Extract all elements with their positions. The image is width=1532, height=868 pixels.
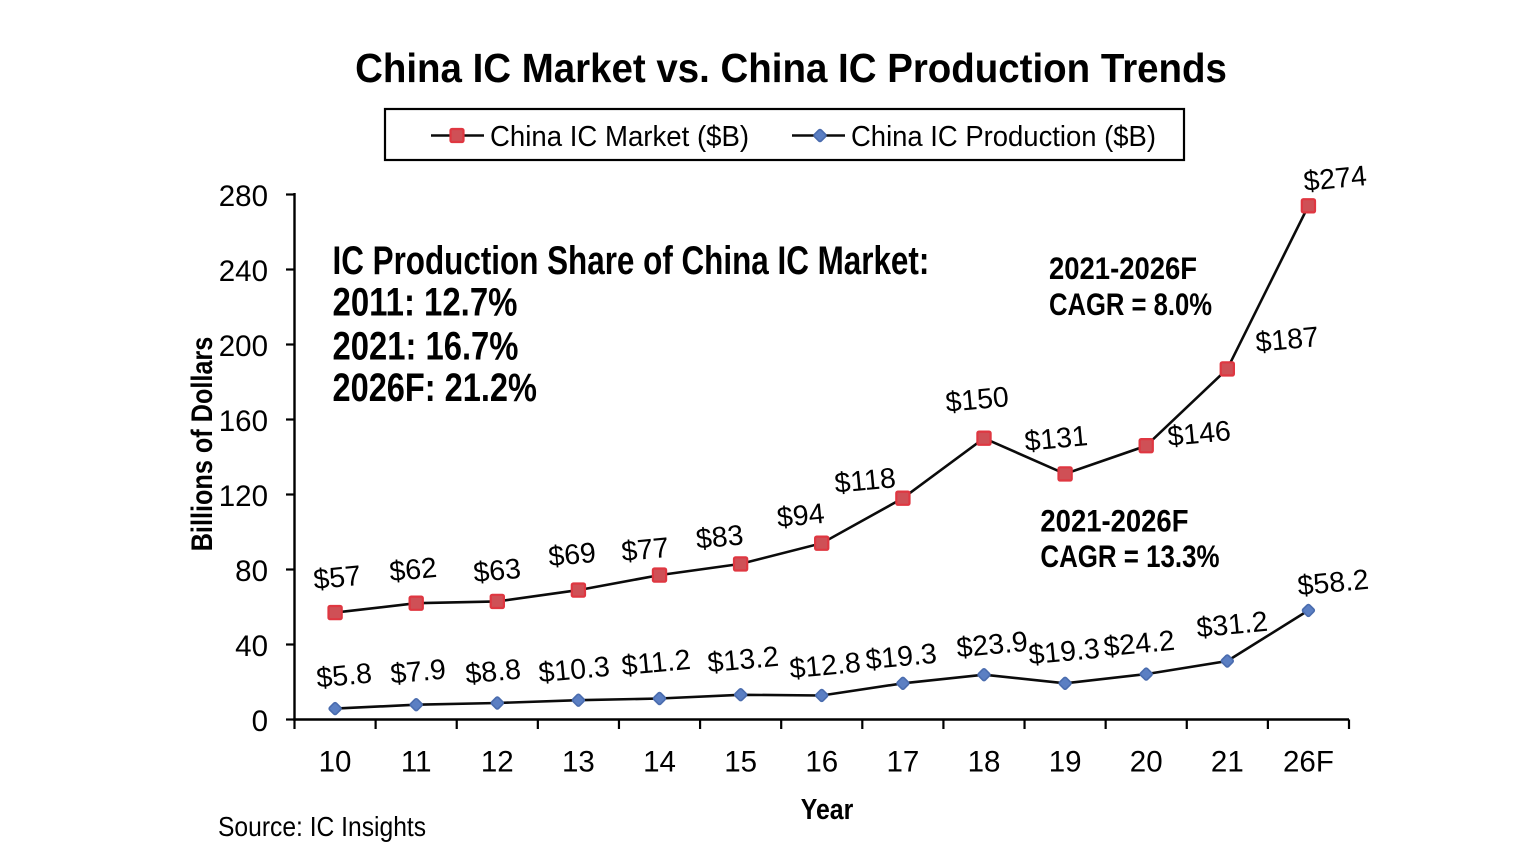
svg-text:2021-2026F: 2021-2026F: [1049, 252, 1197, 287]
svg-text:$274: $274: [1302, 160, 1368, 198]
svg-text:160: 160: [219, 405, 268, 438]
svg-text:15: 15: [724, 746, 757, 779]
svg-text:$58.2: $58.2: [1296, 564, 1370, 603]
svg-text:$7.9: $7.9: [389, 653, 447, 690]
svg-text:80: 80: [235, 555, 268, 588]
svg-text:$63: $63: [472, 553, 522, 589]
svg-text:$77: $77: [620, 532, 670, 568]
svg-text:$146: $146: [1166, 415, 1232, 453]
svg-text:20: 20: [1130, 746, 1163, 779]
svg-text:$57: $57: [312, 560, 362, 596]
svg-text:$69: $69: [547, 537, 597, 573]
svg-text:$11.2: $11.2: [620, 644, 692, 682]
svg-text:11: 11: [401, 746, 432, 779]
svg-text:CAGR = 8.0%: CAGR = 8.0%: [1049, 288, 1212, 323]
svg-text:$12.8: $12.8: [788, 647, 862, 686]
svg-text:17: 17: [886, 746, 919, 779]
svg-text:13: 13: [562, 746, 595, 779]
svg-text:China IC Market vs. China IC P: China IC Market vs. China IC Production …: [355, 46, 1227, 91]
svg-text:16: 16: [805, 746, 838, 779]
svg-text:Billions of Dollars: Billions of Dollars: [185, 337, 218, 552]
svg-text:2011: 12.7%: 2011: 12.7%: [333, 280, 518, 325]
svg-text:21: 21: [1211, 746, 1244, 779]
svg-text:$31.2: $31.2: [1195, 606, 1269, 645]
svg-text:$94: $94: [776, 498, 827, 534]
svg-text:$19.3: $19.3: [1027, 633, 1101, 672]
svg-text:10: 10: [319, 746, 352, 779]
svg-text:$150: $150: [944, 381, 1010, 419]
svg-text:Year: Year: [801, 793, 853, 825]
svg-text:2021: 16.7%: 2021: 16.7%: [333, 323, 519, 368]
svg-text:$19.3: $19.3: [864, 638, 938, 677]
svg-text:40: 40: [235, 630, 268, 663]
svg-text:Source: IC Insights: Source: IC Insights: [218, 811, 426, 843]
svg-text:$10.3: $10.3: [537, 651, 611, 690]
svg-text:$62: $62: [388, 552, 438, 588]
svg-text:China IC Market ($B): China IC Market ($B): [490, 119, 749, 152]
svg-text:$5.8: $5.8: [315, 657, 373, 694]
svg-text:$24.2: $24.2: [1102, 625, 1176, 664]
svg-text:$187: $187: [1254, 321, 1320, 359]
svg-text:$23.9: $23.9: [955, 626, 1029, 665]
svg-text:120: 120: [219, 480, 268, 513]
svg-text:$13.2: $13.2: [706, 641, 780, 680]
svg-text:$131: $131: [1023, 420, 1089, 458]
svg-text:$83: $83: [694, 519, 744, 555]
svg-text:CAGR = 13.3%: CAGR = 13.3%: [1040, 540, 1219, 575]
svg-text:2021-2026F: 2021-2026F: [1040, 504, 1188, 539]
svg-text:$8.8: $8.8: [464, 653, 522, 690]
svg-text:280: 280: [219, 180, 268, 213]
svg-text:14: 14: [643, 746, 676, 779]
svg-text:200: 200: [219, 330, 268, 363]
svg-text:19: 19: [1049, 746, 1082, 779]
svg-text:$118: $118: [833, 462, 897, 500]
svg-text:China IC Production ($B): China IC Production ($B): [851, 119, 1156, 152]
svg-text:240: 240: [219, 255, 268, 288]
svg-text:IC Production Share of China I: IC Production Share of China IC Market:: [333, 237, 930, 283]
svg-text:0: 0: [252, 705, 268, 738]
svg-text:18: 18: [968, 746, 1001, 779]
svg-text:2026F: 21.2%: 2026F: 21.2%: [333, 365, 537, 410]
svg-text:12: 12: [481, 746, 514, 779]
svg-text:26F: 26F: [1283, 746, 1334, 779]
